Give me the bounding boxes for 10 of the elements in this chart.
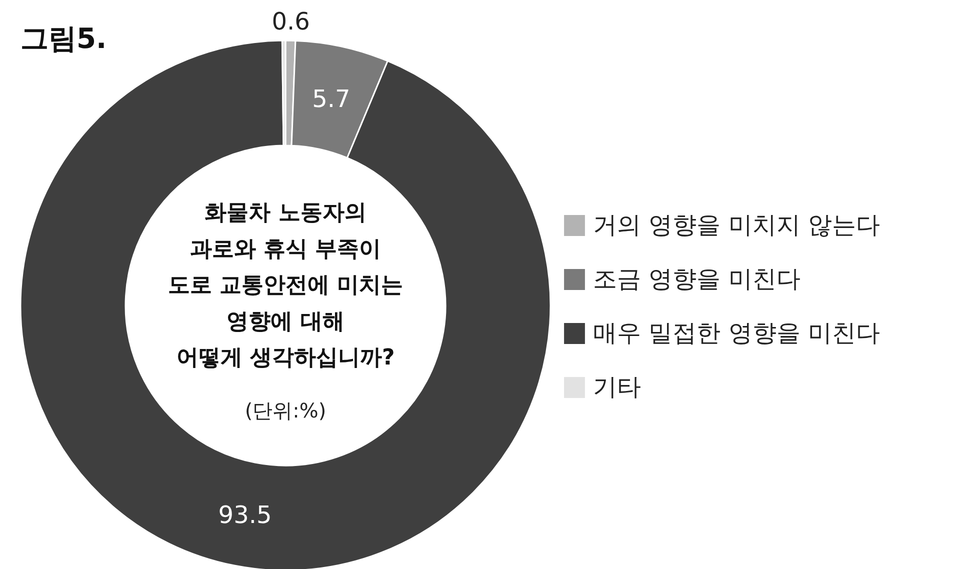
text: 화물차 노동자의 과로와 휴식 부족이 도로 교통안전에 미치는 영향에 대해 어떻게 생각하십니까? xyxy=(168,200,404,370)
legend-label: 기타 xyxy=(593,372,641,403)
data-label: 5.7 xyxy=(312,84,350,113)
legend-label: 거의 영향을 미치지 않는다 xyxy=(593,210,880,241)
data-label: 93.5 xyxy=(218,501,272,530)
legend-label: 매우 밀접한 영향을 미친다 xyxy=(593,318,880,349)
legend-label: 조금 영향을 미친다 xyxy=(593,264,800,295)
chart-title: 그림5. xyxy=(20,22,107,55)
data-label: 0.6 xyxy=(272,8,310,36)
text: (단위:%) xyxy=(244,398,326,422)
